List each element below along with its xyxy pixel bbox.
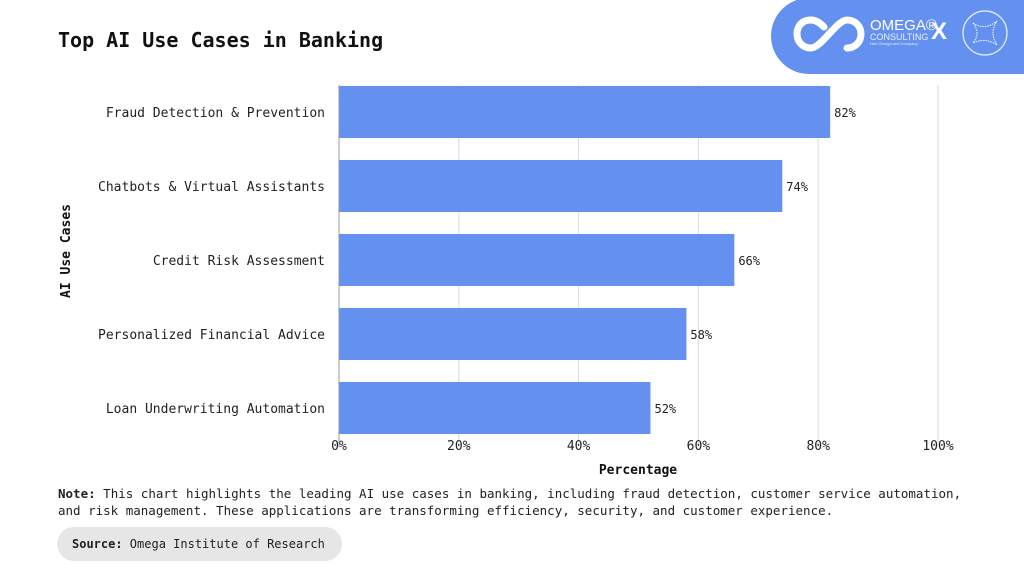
x-tick-label: 20% — [447, 439, 471, 454]
infinity-logo-icon — [793, 16, 865, 52]
x-tick-label: 40% — [567, 439, 591, 454]
y-tick-label: Personalized Financial Advice — [98, 328, 325, 343]
chart-title: Top AI Use Cases in Banking — [58, 28, 384, 52]
note-text: This chart highlights the leading AI use… — [58, 486, 962, 518]
y-tick-label: Loan Underwriting Automation — [106, 402, 325, 417]
chart-note: Note: This chart highlights the leading … — [58, 485, 978, 519]
x-tick-label: 80% — [806, 439, 830, 454]
note-label: Note: — [58, 486, 96, 501]
brand-text: OMEGA® CONSULTING Han Omega and Company — [870, 18, 937, 46]
y-tick-label: Credit Risk Assessment — [153, 254, 325, 269]
logo-separator: X — [931, 18, 948, 45]
y-axis-label: AI Use Cases — [59, 204, 74, 298]
y-tick-label: Chatbots & Virtual Assistants — [98, 180, 325, 195]
data-label: 74% — [786, 180, 808, 194]
source-badge: Source: Omega Institute of Research — [57, 527, 342, 561]
x-axis-label: Percentage — [599, 463, 677, 478]
source-text: Omega Institute of Research — [122, 537, 325, 551]
bar — [339, 234, 735, 286]
brand-tagline: Han Omega and Company — [870, 41, 918, 46]
y-tick-label: Fraud Detection & Prevention — [106, 106, 325, 121]
brand-sub: CONSULTING — [870, 32, 929, 42]
partner-globe-icon — [962, 10, 1008, 56]
bar — [339, 382, 651, 434]
brand-name: OMEGA® — [870, 17, 937, 34]
x-tick-label: 100% — [922, 439, 953, 454]
data-label: 82% — [834, 106, 856, 120]
data-label: 66% — [738, 254, 760, 268]
data-label: 52% — [654, 402, 676, 416]
bar — [339, 308, 687, 360]
bar-chart: 0% 20% 40% 60% 80% 100%82%Fraud Detection & P… — [59, 85, 954, 478]
bar — [339, 86, 831, 138]
data-label: 58% — [690, 328, 712, 342]
bar — [339, 160, 783, 212]
source-label: Source: — [72, 537, 123, 551]
x-tick-label: 60% — [687, 439, 711, 454]
brand-logo-banner: OMEGA® CONSULTING Han Omega and Company … — [771, 0, 1024, 74]
